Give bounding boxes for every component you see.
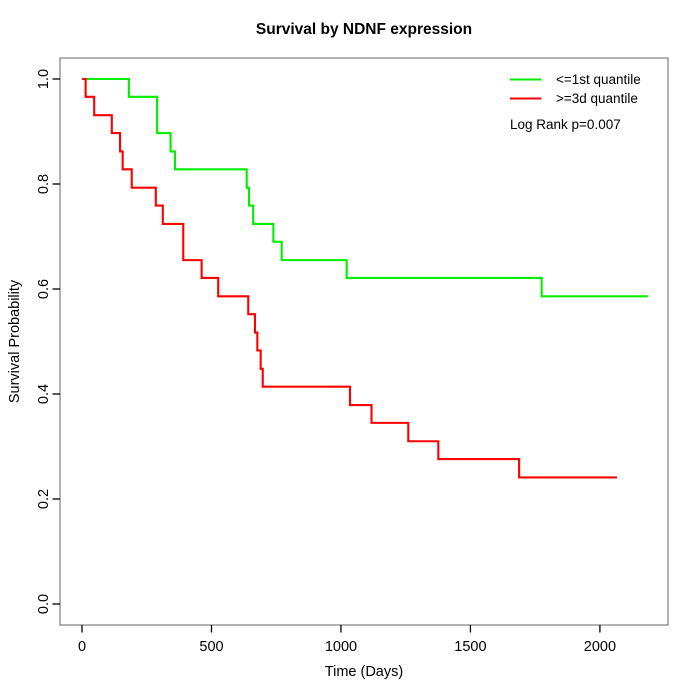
y-axis-label: Survival Probability [7, 279, 23, 403]
y-tick-label: 0.8 [36, 174, 52, 194]
survival-curve-0 [82, 77, 648, 298]
y-tick-label: 0.4 [36, 384, 52, 404]
logrank-annotation: Log Rank p=0.007 [510, 117, 621, 132]
chart-title: Survival by NDNF expression [256, 21, 472, 38]
legend-label-1: >=3d quantile [556, 91, 638, 106]
y-tick-label: 0.2 [36, 489, 52, 509]
x-tick-label: 1000 [325, 639, 357, 655]
x-tick-label: 1500 [454, 639, 486, 655]
x-axis-label: Time (Days) [325, 664, 403, 680]
y-tick-label: 1.0 [36, 69, 52, 89]
x-tick-label: 500 [199, 639, 223, 655]
survival-curve-1 [82, 77, 617, 479]
y-tick-label: 0.0 [36, 594, 52, 614]
x-tick-label: 2000 [584, 639, 616, 655]
legend-label-0: <=1st quantile [556, 72, 641, 87]
plot-area: 0 500 1000 1500 2000 0.0 0.2 0.4 0.6 0.8 1.0 <=1st … [36, 57, 669, 655]
y-tick-label: 0.6 [36, 279, 52, 299]
x-tick-label: 0 [78, 639, 86, 655]
plot-box [59, 57, 669, 626]
